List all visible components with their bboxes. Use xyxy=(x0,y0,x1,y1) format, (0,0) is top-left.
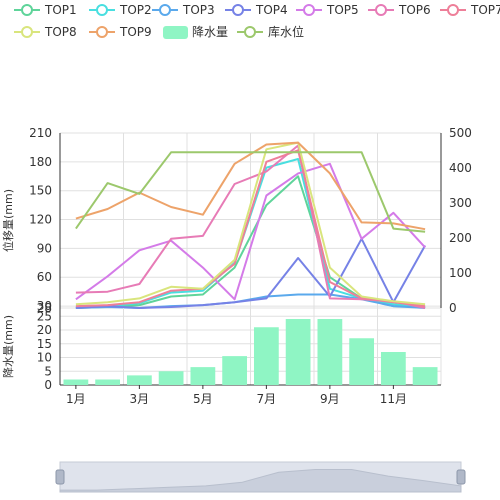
y-tick-right-top: 300 xyxy=(449,196,472,210)
datazoom-preview xyxy=(59,469,462,493)
legend-swatch-marker-TOP8[interactable] xyxy=(21,26,33,38)
legend-label-降水量[interactable]: 降水量 xyxy=(192,25,228,39)
datazoom-handle-start[interactable] xyxy=(55,469,65,485)
y-tick-left-bottom: 15 xyxy=(37,337,52,351)
legend-label-TOP4[interactable]: TOP4 xyxy=(255,3,288,17)
x-tick-label: 3月 xyxy=(130,392,150,406)
y-tick-left-bottom: 5 xyxy=(44,364,52,378)
bar-9月[interactable] xyxy=(317,319,343,385)
y-tick-right-top: 200 xyxy=(449,231,472,245)
legend-label-库水位[interactable]: 库水位 xyxy=(268,24,304,39)
series-line-库水位[interactable] xyxy=(75,151,426,233)
x-tick-label: 11月 xyxy=(380,392,407,406)
legend-swatch-marker-TOP2[interactable] xyxy=(96,4,108,16)
x-tick-label: 9月 xyxy=(320,392,340,406)
bar-2月[interactable] xyxy=(95,379,121,386)
series-line-TOP9[interactable] xyxy=(75,141,426,231)
legend-label-TOP7[interactable]: TOP7 xyxy=(470,3,500,17)
y-tick-left-bottom: 0 xyxy=(44,378,52,392)
y-tick-left-top: 150 xyxy=(29,184,52,198)
series-line-TOP7[interactable] xyxy=(75,149,426,308)
y-tick-left-top: 120 xyxy=(29,213,52,227)
x-tick-label: 5月 xyxy=(193,392,213,406)
y-tick-right-top: 100 xyxy=(449,266,472,280)
legend-swatch-marker-库水位[interactable] xyxy=(244,26,256,38)
y-tick-left-top: 90 xyxy=(37,241,52,255)
series-line-TOP8[interactable] xyxy=(75,141,426,306)
bar-6月[interactable] xyxy=(222,356,248,385)
y-tick-left-top: 180 xyxy=(29,155,52,169)
bar-4月[interactable] xyxy=(158,371,184,385)
legend-swatch-marker-TOP5[interactable] xyxy=(303,4,315,16)
legend-swatch-marker-TOP6[interactable] xyxy=(375,4,387,16)
legend-label-TOP8[interactable]: TOP8 xyxy=(44,25,77,39)
legend-swatch-marker-TOP3[interactable] xyxy=(159,4,171,16)
x-tick-label: 1月 xyxy=(66,392,86,406)
bar-7月[interactable] xyxy=(253,327,279,385)
legend-label-TOP6[interactable]: TOP6 xyxy=(398,3,431,17)
series-line-TOP5[interactable] xyxy=(75,162,426,301)
legend-label-TOP2[interactable]: TOP2 xyxy=(119,3,152,17)
y-tick-left-bottom: 10 xyxy=(37,351,52,365)
bar-1月[interactable] xyxy=(63,379,89,386)
y-axis-title-bottom: 降水量(mm) xyxy=(1,315,15,378)
y-tick-left-top: 30 xyxy=(37,299,52,313)
bar-5月[interactable] xyxy=(190,367,216,385)
y-tick-left-top: 210 xyxy=(29,126,52,140)
legend-swatch-marker-TOP7[interactable] xyxy=(447,4,459,16)
y-tick-right-top: 500 xyxy=(449,126,472,140)
legend-swatch-marker-TOP1[interactable] xyxy=(21,4,33,16)
legend-label-TOP9[interactable]: TOP9 xyxy=(119,25,152,39)
y-tick-left-bottom: 25 xyxy=(37,309,52,323)
x-tick-label: 7月 xyxy=(257,392,277,406)
bar-10月[interactable] xyxy=(349,338,375,385)
legend-swatch-marker-TOP9[interactable] xyxy=(96,26,108,38)
bar-12月[interactable] xyxy=(412,367,438,385)
y-tick-right-top: 0 xyxy=(449,301,457,315)
y-tick-left-bottom: 20 xyxy=(37,323,52,337)
bar-8月[interactable] xyxy=(285,319,311,385)
legend-swatch-降水量[interactable] xyxy=(163,26,188,39)
legend-label-TOP1[interactable]: TOP1 xyxy=(44,3,77,17)
bar-3月[interactable] xyxy=(126,375,152,385)
legend-swatch-marker-TOP4[interactable] xyxy=(232,4,244,16)
legend-label-TOP5[interactable]: TOP5 xyxy=(326,3,359,17)
y-tick-left-top: 60 xyxy=(37,270,52,284)
bar-11月[interactable] xyxy=(380,352,406,385)
y-tick-left-top: 28 xyxy=(37,301,52,315)
datazoom-handle-end[interactable] xyxy=(456,469,466,485)
y-axis-title-top: 位移量(mm) xyxy=(1,189,15,252)
legend-label-TOP3[interactable]: TOP3 xyxy=(182,3,215,17)
y-tick-right-top: 400 xyxy=(449,161,472,175)
series-line-TOP4[interactable] xyxy=(75,237,426,309)
